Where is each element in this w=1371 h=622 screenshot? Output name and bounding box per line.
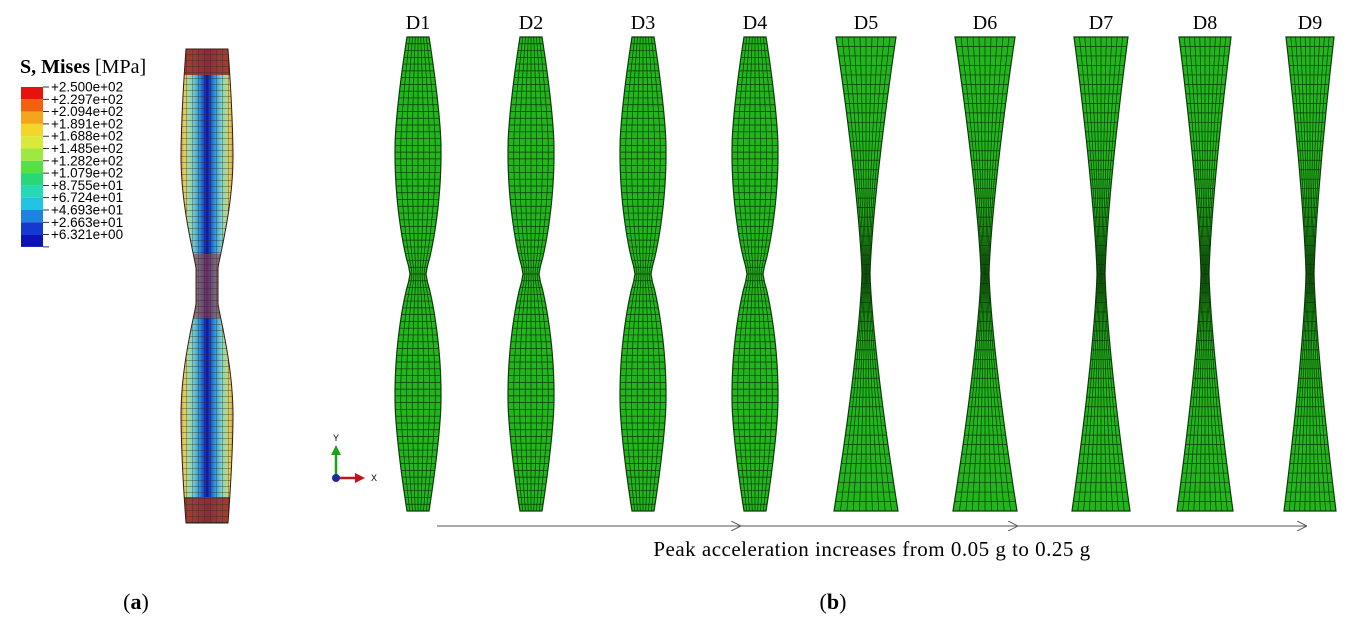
legend-title-unit: [MPa] xyxy=(90,56,146,78)
contour-mesh xyxy=(181,49,233,523)
legend-value: +6.321e+00 xyxy=(51,227,123,242)
legend-value: +1.485e+02 xyxy=(51,141,123,156)
mesh-columns xyxy=(625,36,661,512)
legend-swatches: +2.500e+02+2.297e+02+2.094e+02+1.891e+02… xyxy=(21,80,123,248)
y-axis-arrowhead xyxy=(331,445,341,455)
contour-outline xyxy=(180,48,234,524)
mesh-columns xyxy=(513,36,549,512)
legend-swatch xyxy=(21,197,43,210)
x-axis-label: X xyxy=(371,473,377,483)
legend-swatch xyxy=(21,123,43,137)
mesh-columns xyxy=(959,36,1011,512)
specimen-d3 xyxy=(619,36,667,512)
legend-swatch xyxy=(21,160,43,174)
specimen-label: D6 xyxy=(973,12,997,34)
legend-value: +6.724e+01 xyxy=(51,190,123,205)
mesh-columns xyxy=(1288,36,1332,512)
specimen-d6 xyxy=(952,36,1018,512)
legend-value: +1.282e+02 xyxy=(51,153,123,168)
specimen-label: D7 xyxy=(1089,12,1113,34)
legend-value: +8.755e+01 xyxy=(51,178,123,193)
contour-fill xyxy=(181,49,233,523)
specimen-d5 xyxy=(833,36,899,512)
specimen-d1 xyxy=(394,36,442,512)
stress-contour-specimen xyxy=(180,48,234,524)
specimen-d2 xyxy=(507,36,555,512)
specimen-label: D9 xyxy=(1298,12,1322,34)
y-axis-label: Y xyxy=(333,433,339,443)
stress-legend: S, Mises [MPa] +2.500e+02+2.297e+02+2.09… xyxy=(20,56,146,248)
legend-swatch xyxy=(21,185,43,198)
specimen-d4 xyxy=(731,36,779,512)
legend-value: +1.891e+02 xyxy=(51,116,123,131)
legend-title: S, Mises [MPa] xyxy=(20,56,146,78)
legend-swatch xyxy=(21,210,43,223)
mesh-columns xyxy=(1077,36,1125,512)
specimen-label: D2 xyxy=(519,12,543,34)
specimen-d7 xyxy=(1071,36,1131,512)
specimen-label: D5 xyxy=(854,12,878,34)
specimen-label: D3 xyxy=(631,12,655,34)
legend-value: +2.297e+02 xyxy=(51,92,123,107)
specimen-label: D1 xyxy=(406,12,430,34)
specimen-d8 xyxy=(1176,36,1234,512)
legend-swatch xyxy=(21,136,43,149)
legend-swatch xyxy=(21,87,43,100)
mesh-columns xyxy=(1182,36,1228,512)
legend-swatch xyxy=(21,222,43,235)
mesh-columns xyxy=(840,36,892,512)
legend-swatch xyxy=(21,111,43,124)
legend-title-bold: S, Mises xyxy=(20,56,90,78)
panel-label-a: (a) xyxy=(123,589,149,614)
legend-value: +1.688e+02 xyxy=(51,129,123,144)
x-axis-arrowhead xyxy=(355,473,365,483)
axis-origin xyxy=(332,474,340,482)
legend-value: +2.500e+02 xyxy=(51,80,123,95)
specimen-d9 xyxy=(1283,36,1337,512)
panel-letter-b: b xyxy=(827,589,839,614)
deformed-specimens: D1 D2 D3 D4 D5 D6 D7 D8 D9 xyxy=(394,12,1337,512)
legend-swatch xyxy=(21,148,43,161)
legend-swatch xyxy=(21,173,43,186)
acceleration-caption: Peak acceleration increases from 0.05 g … xyxy=(653,537,1090,561)
mesh-columns xyxy=(400,36,436,512)
legend-value: +2.094e+02 xyxy=(51,104,123,119)
panel-letter-a: a xyxy=(131,589,142,614)
axis-triad: Y X xyxy=(331,433,377,483)
legend-swatch xyxy=(21,99,43,112)
specimen-label: D4 xyxy=(743,12,767,34)
specimen-label: D8 xyxy=(1193,12,1217,34)
panel-label-b: (b) xyxy=(820,589,847,614)
legend-value: +1.079e+02 xyxy=(51,166,123,181)
legend-value: +2.663e+01 xyxy=(51,215,123,230)
legend-swatch xyxy=(21,234,43,247)
legend-value: +4.693e+01 xyxy=(51,203,123,218)
mesh-columns xyxy=(737,36,773,512)
